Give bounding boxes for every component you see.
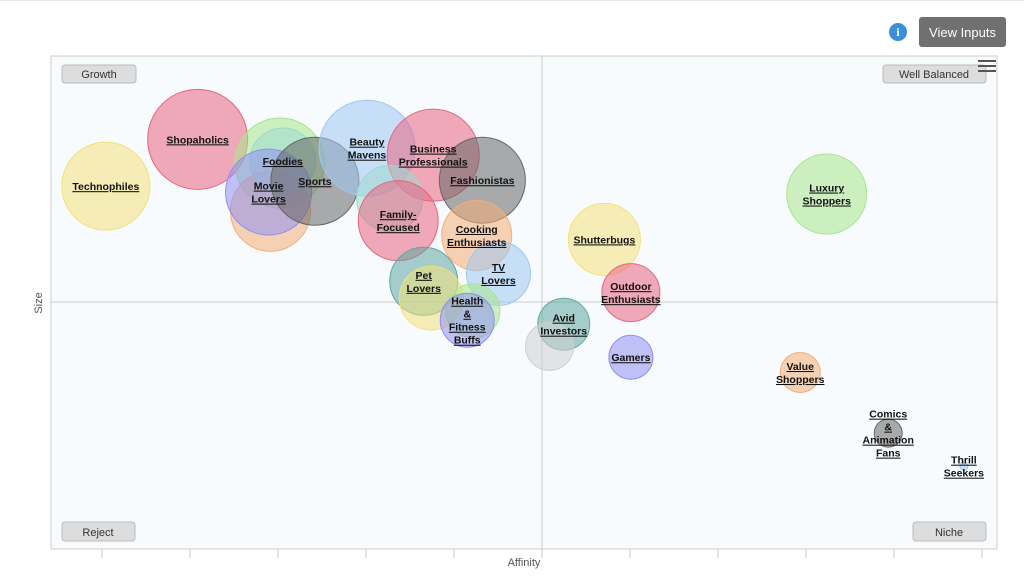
bubble-label-22[interactable]: Gamers [611,352,650,364]
bubble-label-9[interactable]: Fashionistas [450,175,514,187]
bubble-label-19[interactable]: Outdoor Enthusiasts [601,281,661,306]
top-divider [0,0,1024,1]
bubble-25[interactable] [873,418,903,448]
bubble-24[interactable] [779,352,821,394]
bubble-label-23[interactable]: Luxury Shoppers [803,183,852,208]
quadrant-label-reject: Reject [61,521,136,542]
bubble-label-26[interactable]: Thrill Seekers [944,455,984,480]
bubble-26[interactable] [959,461,969,471]
y-axis-label: Size [33,292,45,313]
x-axis-ticks [101,549,983,558]
hamburger-menu-icon[interactable] [978,58,996,74]
svg-text:Niche: Niche [935,527,963,539]
bubble-label-12[interactable]: Cooking Enthusiasts [447,224,507,249]
svg-text:Reject: Reject [82,527,113,539]
bubble-17[interactable] [439,292,495,348]
bubble-label-18[interactable]: Shutterbugs [573,234,635,246]
bubble-0[interactable] [61,141,151,231]
info-icon[interactable]: i [889,23,907,41]
quadrant-label-growth: Growth [61,64,137,84]
bubble-label-11[interactable]: Family-Focused [377,209,420,234]
view-inputs-button[interactable]: View Inputs [919,17,1006,47]
bubble-label-24[interactable]: Value Shoppers [776,361,825,386]
bubble-19[interactable] [601,263,661,323]
bubble-21[interactable] [525,321,575,371]
bubble-label-25[interactable]: Comics & Animation Fans [863,409,914,460]
bubble-label-0[interactable]: Technophiles [72,181,139,193]
bubble-label-7[interactable]: Beauty Mavens [348,137,387,162]
bubble-label-5[interactable]: Movie Lovers [251,181,286,206]
bubble-22[interactable] [608,334,654,380]
bubble-label-1[interactable]: Shopaholics [166,134,229,146]
bubble-23[interactable] [786,153,868,235]
bubble-label-20[interactable]: Avid Investors [540,313,587,338]
bubble-label-6[interactable]: Sports [298,176,331,188]
bubble-label-8[interactable]: Business Professionals [399,144,468,169]
bubble-labels: Technophiles Shopaholics Foodies Movie Lover… [72,134,984,479]
bubble-label-4[interactable]: Foodies [263,156,303,168]
x-axis-label: Affinity [508,557,541,569]
quadrant-label-niche: Niche [912,521,987,542]
bubble-label-15[interactable]: TV Lovers [481,262,516,287]
bubble-label-17[interactable]: Health & Fitness Buffs [449,296,486,347]
bubble-label-13[interactable]: Pet Lovers [407,270,442,295]
svg-text:Growth: Growth [81,69,116,81]
bubble-series [61,88,969,471]
svg-text:Well Balanced: Well Balanced [899,69,969,81]
bubble-18[interactable] [567,202,641,276]
quadrant-label-well-balanced: Well Balanced [882,64,987,84]
